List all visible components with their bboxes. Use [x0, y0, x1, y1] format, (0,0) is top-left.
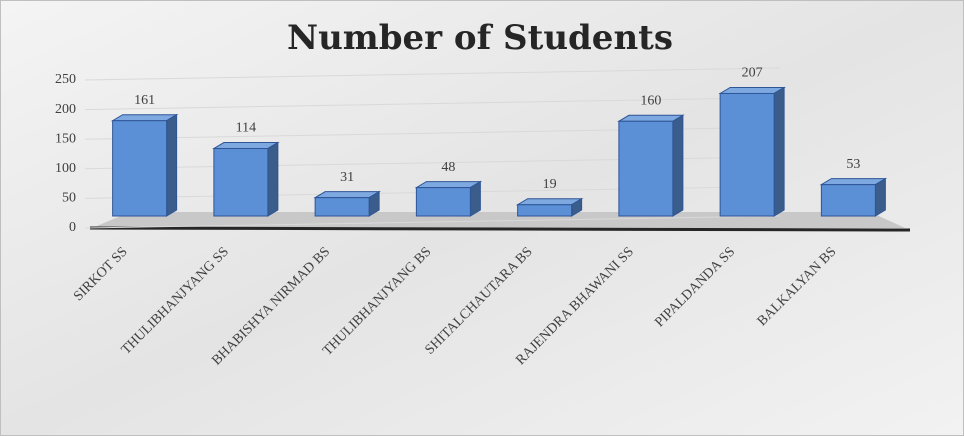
bar-right — [773, 86, 785, 217]
data-label: 31 — [340, 170, 354, 185]
bar-right — [874, 177, 886, 217]
bar — [618, 120, 674, 217]
bar-top — [110, 114, 179, 122]
bar-right — [267, 141, 279, 217]
bar-top — [212, 142, 280, 150]
y-tick-label: 0 — [69, 220, 76, 235]
data-label: 161 — [134, 93, 155, 108]
bar-right — [469, 180, 481, 217]
bar-top — [617, 114, 685, 122]
data-label: 19 — [543, 177, 557, 192]
data-label: 48 — [441, 160, 455, 175]
bar-top — [313, 191, 381, 199]
data-label: 53 — [846, 157, 860, 172]
bar — [820, 184, 876, 217]
bar-top — [414, 181, 483, 189]
bar — [415, 187, 471, 217]
bar — [112, 120, 168, 217]
bar-right — [166, 113, 178, 217]
grid-line — [84, 97, 781, 111]
bar-top — [819, 178, 888, 186]
chart-title: Number of Students — [287, 18, 673, 58]
grid-line — [84, 67, 781, 81]
bar — [213, 148, 269, 217]
y-tick-label: 150 — [55, 131, 76, 146]
y-tick-label: 50 — [62, 191, 76, 206]
x-axis-line — [89, 226, 911, 232]
bar-right — [672, 114, 684, 217]
bar — [517, 204, 573, 217]
y-tick-label: 100 — [55, 161, 76, 176]
data-label: 207 — [742, 66, 763, 81]
y-tick-label: 200 — [55, 102, 76, 117]
bar — [314, 197, 370, 217]
bar-top — [515, 198, 584, 206]
grid-line — [84, 215, 781, 229]
y-tick-label: 250 — [55, 72, 76, 87]
data-label: 160 — [640, 93, 661, 108]
data-label: 114 — [236, 121, 256, 136]
bar-top — [718, 86, 786, 94]
bar — [719, 92, 775, 217]
